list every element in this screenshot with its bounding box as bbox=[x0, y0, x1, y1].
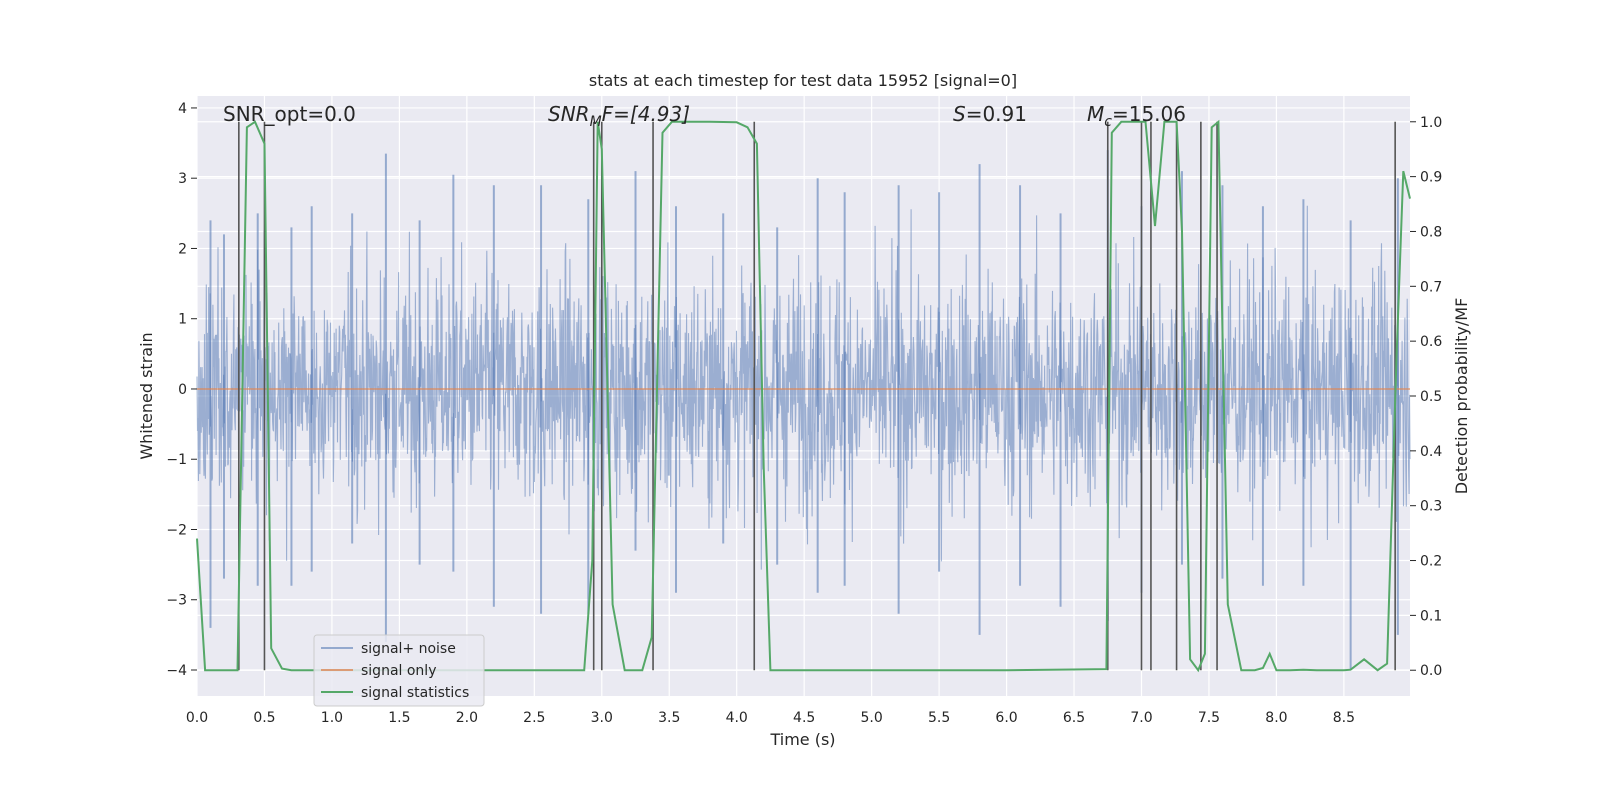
x-tick-label: 8.0 bbox=[1265, 710, 1287, 726]
annotation-snr-mf-main: SNR bbox=[548, 102, 590, 126]
legend-box bbox=[313, 634, 485, 707]
y-right-tick-label: 1.0 bbox=[1420, 115, 1442, 131]
y-right-axis-label: Detection probability/MF bbox=[1452, 298, 1471, 495]
annotation-snr-mf-sub: M bbox=[590, 114, 602, 130]
y-right-tick-label: 0.3 bbox=[1420, 499, 1442, 515]
x-tick-label: 5.5 bbox=[928, 710, 950, 726]
x-tick-label: 1.0 bbox=[321, 710, 343, 726]
x-tick-label: 0.5 bbox=[253, 710, 275, 726]
y-left-tick-label: −4 bbox=[166, 663, 187, 679]
annotation-snr-mf: SNRMF=[4.93] bbox=[548, 102, 690, 130]
y-right-tick-label: 0.4 bbox=[1420, 444, 1442, 460]
y-left-tick-label: 1 bbox=[178, 312, 187, 328]
annotation-mc-sub: c bbox=[1104, 114, 1112, 130]
x-tick-label: 2.0 bbox=[456, 710, 478, 726]
legend-label-signal-statistics: signal statistics bbox=[361, 685, 469, 701]
annotation-mc-value: =15.06 bbox=[1112, 102, 1186, 126]
y-right-tick-label: 0.1 bbox=[1420, 608, 1442, 624]
legend: signal+ noise signal only signal statist… bbox=[313, 634, 485, 707]
x-tick-label: 1.5 bbox=[388, 710, 410, 726]
x-tick-label: 4.5 bbox=[793, 710, 815, 726]
x-tick-label: 5.0 bbox=[861, 710, 883, 726]
x-tick-label: 3.5 bbox=[658, 710, 680, 726]
y-left-tick-label: 3 bbox=[178, 171, 187, 187]
annotation-mc: Mc=15.06 bbox=[1087, 102, 1186, 130]
annotation-s: S=0.91 bbox=[953, 102, 1027, 126]
x-tick-label: 0.0 bbox=[186, 710, 208, 726]
legend-label-signal-only: signal only bbox=[361, 663, 436, 679]
annotation-snr-opt: SNR_opt=0.0 bbox=[223, 102, 356, 126]
annotation-snr-mf-rest: F=[4.93] bbox=[602, 102, 690, 126]
y-right-tick-label: 0.0 bbox=[1420, 663, 1442, 679]
x-tick-label: 8.5 bbox=[1333, 710, 1355, 726]
x-tick-label: 7.5 bbox=[1198, 710, 1220, 726]
annotation-s-symbol: S bbox=[953, 102, 966, 126]
y-right-axis-ticks: 0.0 0.1 0.2 0.3 0.4 0.5 0.6 0.7 0.8 0.9 1.0 bbox=[1410, 115, 1442, 679]
y-right-tick-label: 0.5 bbox=[1420, 389, 1442, 405]
x-axis-label: Time (s) bbox=[769, 730, 835, 749]
y-right-tick-label: 0.7 bbox=[1420, 279, 1442, 295]
x-tick-label: 7.0 bbox=[1130, 710, 1152, 726]
annotation-mc-symbol: M bbox=[1087, 102, 1104, 126]
y-left-axis-ticks: −4 −3 −2 −1 0 1 2 3 4 bbox=[166, 101, 197, 679]
x-tick-label: 2.5 bbox=[523, 710, 545, 726]
y-left-tick-label: −2 bbox=[166, 522, 187, 538]
x-axis-ticks: 0.0 0.5 1.0 1.5 2.0 2.5 3.0 3.5 4.0 4.5 5.0 5.5 6.0 6… bbox=[186, 710, 1355, 726]
y-right-tick-label: 0.6 bbox=[1420, 334, 1442, 350]
chart-title: stats at each timestep for test data 159… bbox=[589, 71, 1017, 90]
x-tick-label: 6.5 bbox=[1063, 710, 1085, 726]
y-right-tick-label: 0.2 bbox=[1420, 554, 1442, 570]
x-tick-label: 6.0 bbox=[995, 710, 1017, 726]
y-right-tick-label: 0.8 bbox=[1420, 224, 1442, 240]
y-left-tick-label: −1 bbox=[166, 452, 187, 468]
y-right-tick-label: 0.9 bbox=[1420, 170, 1442, 186]
x-tick-label: 4.0 bbox=[726, 710, 748, 726]
y-left-tick-label: 4 bbox=[178, 101, 187, 117]
series-signal-noise bbox=[196, 150, 1411, 671]
annotation-s-value: =0.91 bbox=[966, 102, 1027, 126]
y-left-tick-label: −3 bbox=[166, 593, 187, 609]
y-left-tick-label: 0 bbox=[178, 382, 187, 398]
legend-label-signal-noise: signal+ noise bbox=[361, 641, 456, 657]
y-left-axis-label: Whitened strain bbox=[137, 332, 156, 459]
x-tick-label: 3.0 bbox=[591, 710, 613, 726]
y-left-tick-label: 2 bbox=[178, 241, 187, 257]
vertical-markers bbox=[238, 121, 1396, 671]
